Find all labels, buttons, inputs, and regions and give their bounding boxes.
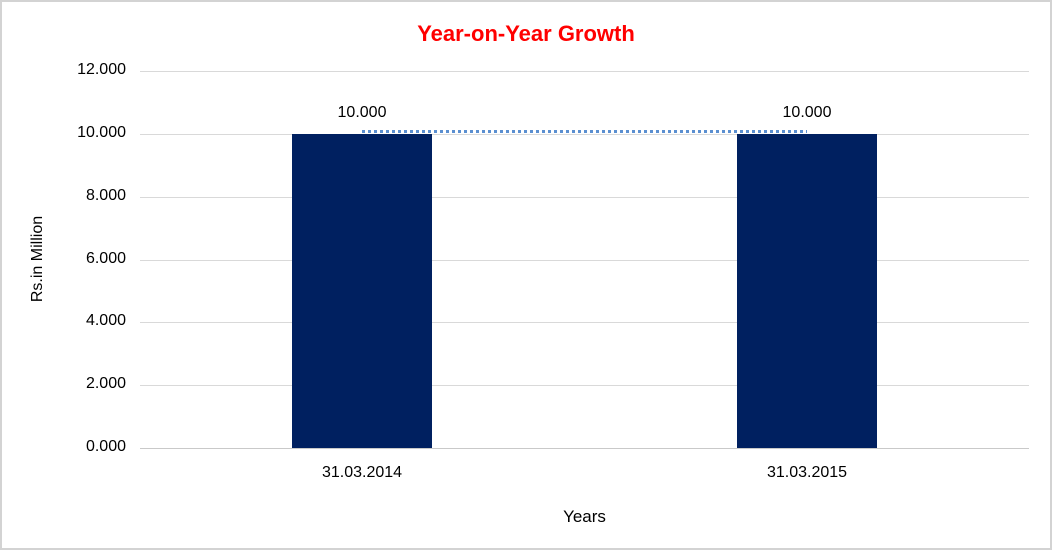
bar-value-label: 10.000 [337, 104, 387, 121]
x-tick-label: 31.03.2015 [766, 464, 848, 481]
x-axis-line [140, 448, 1029, 449]
y-tick-label: 0.000 [85, 438, 126, 455]
gridline [140, 260, 1029, 261]
gridline [140, 197, 1029, 198]
y-tick-label: 4.000 [85, 312, 126, 329]
y-tick-label: 6.000 [85, 250, 126, 267]
y-tick-label: 12.000 [77, 61, 126, 78]
y-tick-label: 2.000 [85, 375, 126, 392]
x-tick-label: 31.03.2014 [321, 464, 403, 481]
y-tick-label: 8.000 [85, 187, 126, 204]
trendline [362, 130, 807, 133]
chart-title: Year-on-Year Growth [417, 21, 635, 46]
bar [292, 134, 432, 448]
bar [737, 134, 877, 448]
gridline [140, 322, 1029, 323]
gridline [140, 71, 1029, 72]
gridline [140, 385, 1029, 386]
y-tick-label: 10.000 [77, 124, 126, 141]
gridline [140, 134, 1029, 135]
x-axis-title: Years [563, 507, 606, 526]
bar-value-label: 10.000 [782, 104, 832, 121]
